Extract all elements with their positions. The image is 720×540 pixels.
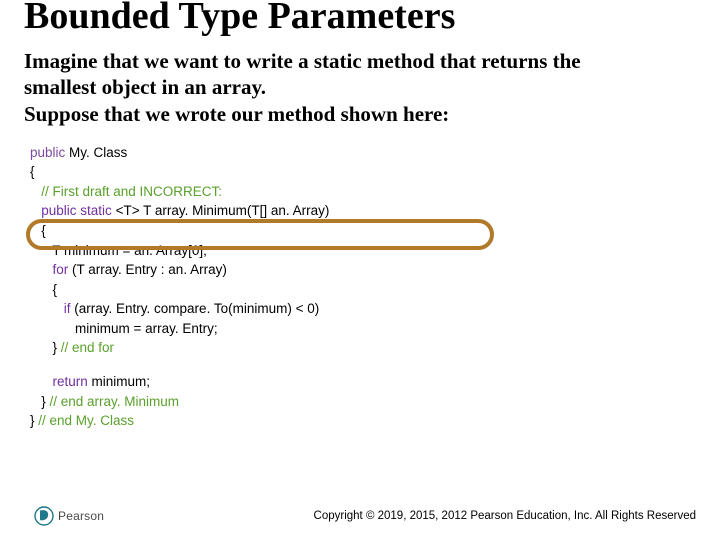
keyword-for: for <box>53 262 73 277</box>
code-text: minimum; <box>92 374 151 389</box>
code-text: (array. Entry. compare. To(minimum) < 0) <box>74 301 319 316</box>
subtitle-line-1: Imagine that we want to write a static m… <box>24 49 581 73</box>
code-indent <box>30 301 64 316</box>
keyword-public-static: public static <box>41 203 115 218</box>
code-line-2: { <box>30 162 696 182</box>
keyword-public: public <box>30 145 69 160</box>
code-blank-line <box>30 358 696 372</box>
code-block: public My. Class { // First draft and IN… <box>24 143 696 431</box>
code-text: <T> T array. Minimum(T[] an. Array) <box>116 203 330 218</box>
code-indent: } <box>30 340 61 355</box>
code-line-5: { <box>30 221 696 241</box>
code-line-8: { <box>30 280 696 300</box>
code-line-11: } // end for <box>30 338 696 358</box>
code-indent <box>30 374 53 389</box>
code-line-3: // First draft and INCORRECT: <box>30 182 696 202</box>
brand-name: Pearson <box>58 509 104 523</box>
keyword-return: return <box>53 374 92 389</box>
code-line-7: for (T array. Entry : an. Array) <box>30 260 696 280</box>
code-indent: } <box>30 394 50 409</box>
code-comment: // end My. Class <box>38 413 134 428</box>
code-indent <box>30 203 41 218</box>
code-comment: // First draft and INCORRECT: <box>41 184 222 199</box>
code-line-9: if (array. Entry. compare. To(minimum) <… <box>30 299 696 319</box>
subtitle-line-2: smallest object in an array. <box>24 75 266 99</box>
copyright-text: Copyright © 2019, 2015, 2012 Pearson Edu… <box>314 510 696 522</box>
code-comment: // end for <box>61 340 114 355</box>
slide-footer: Pearson Copyright © 2019, 2015, 2012 Pea… <box>0 506 720 526</box>
code-indent <box>30 184 41 199</box>
code-indent <box>30 262 53 277</box>
pearson-icon <box>34 506 54 526</box>
code-line-6: T minimum = an. Array[0]; <box>30 241 696 261</box>
code-text: (T array. Entry : an. Array) <box>72 262 227 277</box>
slide-title: Bounded Type Parameters <box>24 0 696 38</box>
slide-subtitle: Imagine that we want to write a static m… <box>24 48 696 127</box>
code-comment: // end array. Minimum <box>50 394 180 409</box>
brand-logo: Pearson <box>34 506 104 526</box>
slide-container: Bounded Type Parameters Imagine that we … <box>0 0 720 540</box>
subtitle-line-3: Suppose that we wrote our method shown h… <box>24 102 449 126</box>
code-line-14: } // end My. Class <box>30 411 696 431</box>
code-line-1: public My. Class <box>30 143 696 163</box>
keyword-if: if <box>64 301 75 316</box>
code-line-4: public static <T> T array. Minimum(T[] a… <box>30 201 696 221</box>
code-text: My. Class <box>69 145 127 160</box>
code-line-13: } // end array. Minimum <box>30 392 696 412</box>
code-line-12: return minimum; <box>30 372 696 392</box>
code-line-10: minimum = array. Entry; <box>30 319 696 339</box>
